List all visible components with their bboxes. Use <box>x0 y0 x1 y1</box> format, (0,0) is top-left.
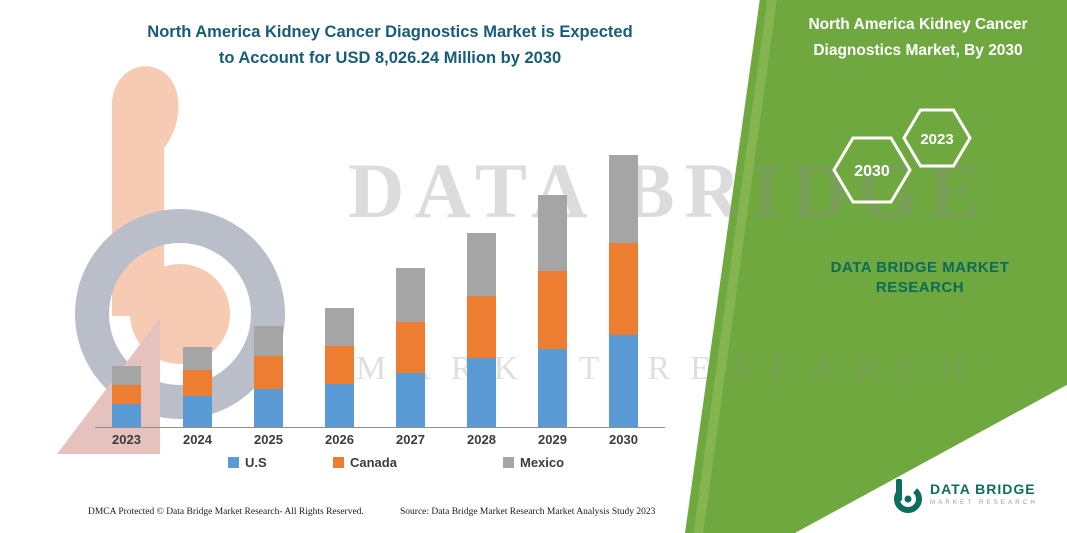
bar-segment-us-2028 <box>467 358 496 427</box>
x-axis-label-2025: 2025 <box>254 432 283 447</box>
bar-2025 <box>254 326 283 427</box>
legend-item-mexico: Mexico <box>503 455 564 470</box>
bar-2023 <box>112 366 141 427</box>
bar-segment-canada-2029 <box>538 270 567 349</box>
logo-text-block: DATA BRIDGE MARKET RESEARCH <box>930 477 1038 506</box>
bar-segment-us-2027 <box>396 372 425 427</box>
bar-segment-mexico-2024 <box>183 347 212 371</box>
bar-segment-mexico-2026 <box>325 308 354 346</box>
bar-segment-mexico-2029 <box>538 195 567 271</box>
bar-segment-mexico-2030 <box>609 155 638 244</box>
bar-segment-us-2024 <box>183 396 212 427</box>
legend-label-canada: Canada <box>350 455 397 470</box>
legend-swatch-us <box>228 457 239 468</box>
bar-segment-canada-2030 <box>609 243 638 335</box>
bar-segment-us-2029 <box>538 348 567 427</box>
bar-segment-canada-2025 <box>254 356 283 389</box>
bar-segment-canada-2023 <box>112 385 141 404</box>
x-axis-labels: 2023 2024 2025 2026 2027 2028 2029 2030 <box>95 432 665 450</box>
legend-swatch-mexico <box>503 457 514 468</box>
x-axis-label-2024: 2024 <box>183 432 212 447</box>
bar-2028 <box>467 233 496 427</box>
side-panel-title: North America Kidney Cancer Diagnostics … <box>808 16 1028 60</box>
bar-segment-us-2023 <box>112 404 141 427</box>
bar-2029 <box>538 195 567 427</box>
bar-segment-us-2025 <box>254 389 283 427</box>
logo-name: DATA BRIDGE <box>930 481 1036 497</box>
bar-segment-canada-2027 <box>396 321 425 373</box>
bar-2027 <box>396 268 425 427</box>
x-axis-label-2030: 2030 <box>609 432 638 447</box>
bar-plot <box>95 120 665 428</box>
x-axis-label-2023: 2023 <box>112 432 141 447</box>
hexagon-2023: 2023 <box>902 108 972 168</box>
x-axis-label-2028: 2028 <box>467 432 496 447</box>
databridge-logo-icon <box>894 479 922 513</box>
x-axis-label-2026: 2026 <box>325 432 354 447</box>
x-axis-label-2029: 2029 <box>538 432 567 447</box>
bar-segment-canada-2028 <box>467 296 496 358</box>
hexagon-2023-label: 2023 <box>920 131 953 148</box>
databridge-logo: DATA BRIDGE MARKET RESEARCH <box>893 477 1038 513</box>
bar-2026 <box>325 308 354 427</box>
page-title: North America Kidney Cancer Diagnostics … <box>147 23 633 67</box>
x-axis-label-2027: 2027 <box>396 432 425 447</box>
source-note: Source: Data Bridge Market Research Mark… <box>400 507 656 517</box>
bar-segment-mexico-2028 <box>467 233 496 296</box>
legend-item-us: U.S <box>228 455 267 470</box>
bar-segment-canada-2026 <box>325 346 354 384</box>
legend-item-canada: Canada <box>333 455 397 470</box>
bar-segment-us-2030 <box>609 334 638 427</box>
hexagon-2030: 2030 <box>832 136 912 204</box>
legend-label-us: U.S <box>245 455 267 470</box>
dmca-notice: DMCA Protected © Data Bridge Market Rese… <box>88 507 364 517</box>
bar-segment-mexico-2027 <box>396 268 425 322</box>
bar-2024 <box>183 347 212 427</box>
brand-text: DATA BRIDGE MARKET RESEARCH <box>830 259 1010 297</box>
bar-segment-mexico-2025 <box>254 326 283 356</box>
bar-segment-us-2026 <box>325 384 354 427</box>
legend-label-mexico: Mexico <box>520 455 565 470</box>
legend-swatch-canada <box>333 457 344 468</box>
chart-legend: U.S Canada Mexico <box>0 455 1067 473</box>
bar-2030 <box>609 155 638 427</box>
logo-tagline: MARKET RESEARCH <box>930 500 1038 506</box>
bar-segment-canada-2024 <box>183 370 212 396</box>
year-hexagons: 2030 2023 <box>832 108 972 204</box>
bar-segment-mexico-2023 <box>112 366 141 385</box>
hexagon-2030-label: 2030 <box>854 163 890 180</box>
